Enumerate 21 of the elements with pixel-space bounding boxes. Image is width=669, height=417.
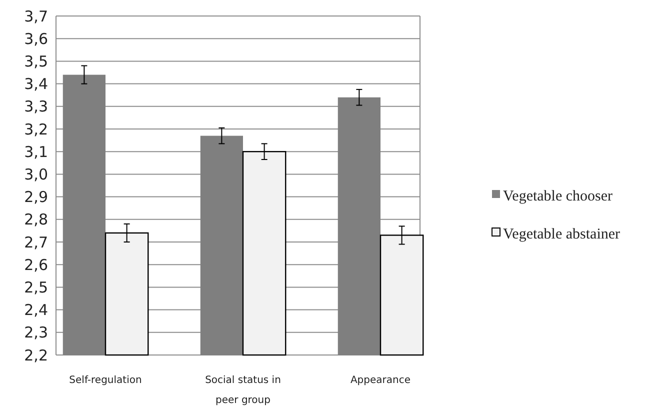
y-tick-label: 3,2 bbox=[24, 120, 48, 138]
x-tick-label: Social status in peer group bbox=[205, 375, 281, 406]
y-tick-label: 3,7 bbox=[24, 7, 48, 26]
y-tick-label: 2,8 bbox=[24, 210, 48, 229]
x-tick-label: Self-regulation bbox=[69, 375, 142, 386]
y-tick-label: 3,0 bbox=[24, 165, 48, 184]
y-tick-label: 2,9 bbox=[24, 188, 48, 206]
y-tick-label: 3,4 bbox=[24, 75, 48, 94]
y-tick-label: 3,5 bbox=[24, 52, 48, 70]
x-tick-label: Appearance bbox=[350, 375, 411, 386]
y-tick-label: 3,3 bbox=[24, 98, 48, 116]
y-tick-label: 2,6 bbox=[24, 256, 48, 274]
legend-label: Vegetable abstainer bbox=[503, 226, 620, 242]
y-tick-label: 3,1 bbox=[24, 142, 48, 161]
y-tick-label: 2,7 bbox=[24, 233, 48, 252]
y-tick-label: 2,5 bbox=[24, 278, 48, 296]
y-tick-label: 2,2 bbox=[24, 346, 48, 364]
legend-label: Vegetable chooser bbox=[503, 188, 613, 204]
y-tick-label: 3,6 bbox=[24, 30, 48, 48]
y-tick-label: 2,4 bbox=[24, 301, 48, 320]
y-tick-label: 2,3 bbox=[24, 324, 48, 342]
